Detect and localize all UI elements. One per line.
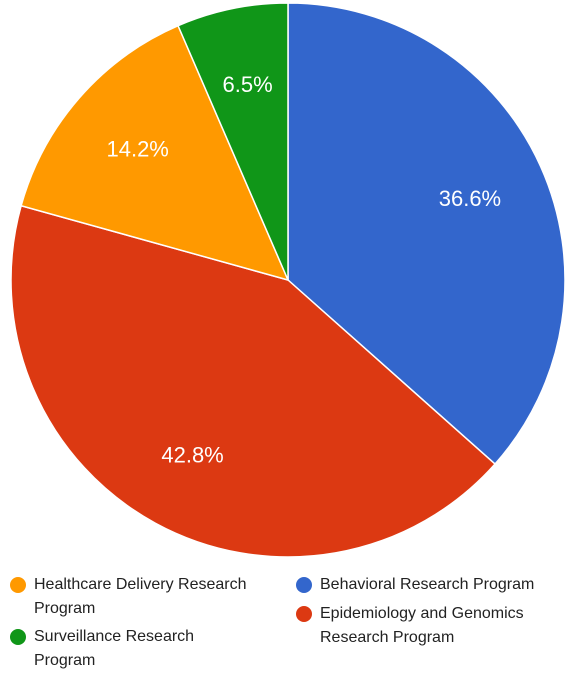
legend: Healthcare Delivery Research Program Sur… — [0, 565, 575, 675]
pie-slice-behavioral-research-program — [287, 2, 566, 466]
pie-label-surveillance-research-program: 6.5% — [223, 72, 273, 97]
legend-dot-epidemiology — [296, 606, 312, 622]
pie-slice-healthcare-delivery-research-program — [20, 24, 290, 282]
legend-dot-behavioral — [296, 577, 312, 593]
legend-label-epidemiology: Epidemiology and Genomics Research Progr… — [320, 605, 524, 646]
legend-label-behavioral: Behavioral Research Program — [320, 576, 535, 593]
pie-chart-svg: 36.6% 42.8% 14.2% 6.5% — [10, 2, 566, 558]
legend-dot-surveillance — [10, 629, 26, 645]
pie-label-behavioral-research-program: 36.6% — [439, 186, 501, 211]
pie-label-healthcare-delivery-research-program: 14.2% — [106, 136, 168, 161]
pie-slice-epidemiology-and-genomics-research-program — [10, 204, 497, 558]
pie-chart: 36.6% 42.8% 14.2% 6.5% — [10, 2, 566, 558]
legend-item-surveillance: Surveillance Research Program — [10, 625, 194, 673]
legend-label-healthcare-delivery: Healthcare Delivery Research Program — [34, 576, 247, 617]
legend-label-surveillance: Surveillance Research Program — [34, 628, 195, 669]
pie-slice-surveillance-research-program — [177, 2, 289, 281]
legend-dot-healthcare-delivery — [10, 577, 26, 593]
pie-label-epidemiology-and-genomics-research-program: 42.8% — [161, 443, 223, 468]
legend-item-epidemiology: Epidemiology and Genomics Research Progr… — [296, 602, 524, 650]
legend-item-healthcare-delivery: Healthcare Delivery Research Program — [10, 573, 247, 621]
legend-item-behavioral: Behavioral Research Program — [296, 573, 534, 597]
